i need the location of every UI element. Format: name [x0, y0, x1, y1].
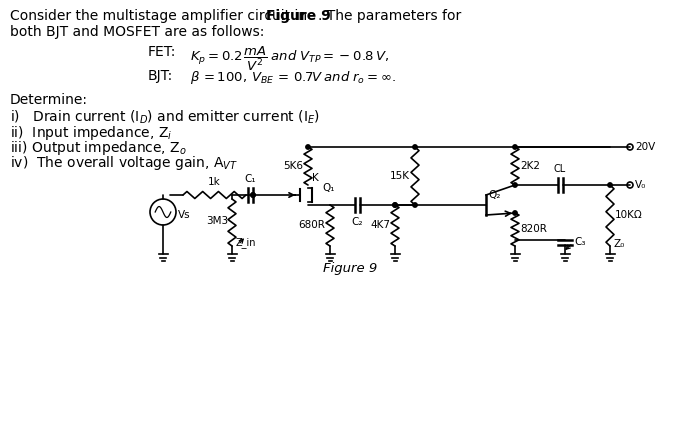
- Text: Z_in: Z_in: [236, 237, 256, 248]
- Text: BJT:: BJT:: [148, 69, 174, 83]
- Text: 15K: 15K: [390, 171, 410, 181]
- Text: FET:: FET:: [148, 45, 176, 59]
- Text: 4K7: 4K7: [370, 221, 390, 230]
- Text: 3M3: 3M3: [206, 215, 228, 225]
- Text: Figure 9: Figure 9: [323, 262, 377, 275]
- Text: V₀: V₀: [635, 180, 646, 190]
- Text: Vs: Vs: [178, 210, 190, 220]
- Text: iii) Output impedance, Z$_o$: iii) Output impedance, Z$_o$: [10, 139, 187, 157]
- Text: Q₂: Q₂: [488, 190, 500, 200]
- Circle shape: [251, 193, 256, 197]
- Text: both BJT and MOSFET are as follows:: both BJT and MOSFET are as follows:: [10, 25, 265, 39]
- Circle shape: [251, 193, 256, 197]
- Text: . The parameters for: . The parameters for: [318, 9, 461, 23]
- Text: iv)  The overall voltage gain, A$_{VT}$: iv) The overall voltage gain, A$_{VT}$: [10, 154, 238, 172]
- Text: 10KΩ: 10KΩ: [615, 211, 643, 221]
- Text: $\beta\, = 100,\,V_{BE}\, =\, 0.7V\;and\;r_o = \infty.$: $\beta\, = 100,\,V_{BE}\, =\, 0.7V\;and\…: [190, 69, 396, 86]
- Text: Z₀: Z₀: [613, 239, 624, 249]
- Circle shape: [306, 145, 310, 149]
- Text: 1k: 1k: [208, 177, 221, 187]
- Text: Q₁: Q₁: [322, 183, 335, 193]
- Text: 820R: 820R: [520, 225, 547, 235]
- Text: C₃: C₃: [574, 237, 585, 247]
- Text: 5K6: 5K6: [283, 161, 303, 171]
- Circle shape: [413, 145, 417, 149]
- Text: 2K2: 2K2: [520, 161, 540, 171]
- Circle shape: [513, 211, 517, 215]
- Text: Figure 9: Figure 9: [266, 9, 330, 23]
- Text: 20V: 20V: [635, 142, 655, 152]
- Text: C₂: C₂: [351, 217, 363, 227]
- Circle shape: [608, 183, 612, 187]
- Circle shape: [413, 203, 417, 207]
- Circle shape: [393, 203, 397, 207]
- Text: Determine:: Determine:: [10, 93, 88, 107]
- Text: Consider the multistage amplifier circuit in: Consider the multistage amplifier circui…: [10, 9, 312, 23]
- Circle shape: [393, 203, 397, 207]
- Text: CL: CL: [554, 164, 566, 174]
- Text: $K_p = 0.2\,\dfrac{mA}{V^2}\;and\;V_{TP} = -0.8\,V,$: $K_p = 0.2\,\dfrac{mA}{V^2}\;and\;V_{TP}…: [190, 45, 389, 73]
- Text: K: K: [312, 173, 318, 183]
- Text: i)   Drain current (I$_D$) and emitter current (I$_E$): i) Drain current (I$_D$) and emitter cur…: [10, 109, 320, 126]
- Text: ii)  Input impedance, Z$_i$: ii) Input impedance, Z$_i$: [10, 124, 172, 142]
- Circle shape: [513, 183, 517, 187]
- Circle shape: [513, 145, 517, 149]
- Text: 680R: 680R: [298, 221, 325, 230]
- Text: C₁: C₁: [244, 174, 256, 184]
